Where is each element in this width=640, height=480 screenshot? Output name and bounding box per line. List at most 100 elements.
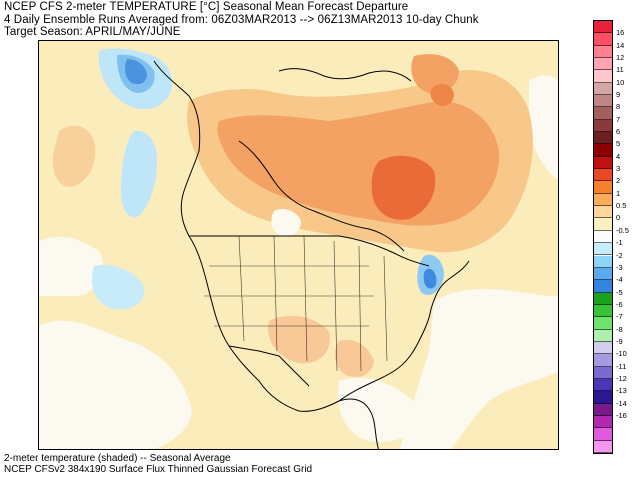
colorbar-swatch xyxy=(594,255,612,268)
colorbar-swatch xyxy=(594,58,612,71)
colorbar-label: 4 xyxy=(616,151,621,161)
map-panel xyxy=(38,40,559,450)
colorbar xyxy=(593,20,613,454)
warm-region-southern-plains xyxy=(268,315,330,364)
colorbar-swatch xyxy=(594,119,612,133)
state-line xyxy=(333,240,338,372)
colorbar-swatch xyxy=(594,230,612,244)
colorbar-label: 2 xyxy=(616,176,621,186)
state-line xyxy=(303,235,308,362)
title-line-2: 4 Daily Ensemble Runs Averaged from: 06Z… xyxy=(4,13,479,26)
colorbar-swatch xyxy=(594,292,612,305)
colorbar-label: 1 xyxy=(616,188,621,198)
near-zero-region-atlantic xyxy=(399,289,558,449)
footer-line-1: 2-meter temperature (shaded) -- Seasonal… xyxy=(4,453,231,464)
state-line xyxy=(273,235,278,352)
colorbar-label: -3 xyxy=(616,262,623,272)
state-line xyxy=(358,245,362,372)
cool-region-alaska-core xyxy=(124,59,147,85)
arctic-islands-coastline xyxy=(278,68,412,82)
colorbar-swatch xyxy=(594,403,612,416)
colorbar-label: -5 xyxy=(616,287,623,297)
near-zero-region-pacific-north xyxy=(39,236,103,296)
near-zero-region-north-atlantic xyxy=(529,75,558,180)
colorbar-label: 6 xyxy=(616,127,621,137)
coastlines xyxy=(153,60,470,449)
state-line xyxy=(383,255,388,362)
hudson-bay-shore xyxy=(238,140,405,252)
colorbar-swatch xyxy=(594,45,612,58)
us-canada-border xyxy=(189,235,430,267)
colorbar-label: -7 xyxy=(616,312,623,322)
footer-line-2: NCEP CFSv2 384x190 Surface Flux Thinned … xyxy=(4,464,313,475)
colorbar-label: 10 xyxy=(616,77,625,87)
colorbar-label: 14 xyxy=(616,40,625,50)
colorbar-swatch xyxy=(594,267,612,281)
colorbar-label: 3 xyxy=(616,164,621,174)
colorbar-label: -6 xyxy=(616,299,623,309)
colorbar-swatch xyxy=(594,156,612,170)
colorbar-label: -9 xyxy=(616,336,623,346)
colorbar-label: 9 xyxy=(616,90,621,100)
us-mexico-border xyxy=(228,345,310,387)
colorbar-label: 0.5 xyxy=(616,201,627,211)
header: NCEP CFS 2-meter TEMPERATURE [°C] Season… xyxy=(4,1,584,39)
warm-region-southeast xyxy=(334,339,374,378)
colorbar-swatch xyxy=(594,169,612,182)
colorbar-label: -10 xyxy=(616,349,627,359)
colorbar-swatch xyxy=(594,243,612,256)
colorbar-label: 5 xyxy=(616,139,621,149)
colorbar-swatch xyxy=(594,415,612,429)
colorbar-swatch xyxy=(594,329,612,342)
colorbar-swatch xyxy=(594,181,612,194)
warm-core-quebec xyxy=(371,155,436,220)
colorbar-labels: 16 14 12 11 10 9 8 7 6 5 4 3 2 1 0.5 0 -0.5 -1 -2 -3 -4 -5 -6 -… xyxy=(615,20,640,454)
colorbar-label: -13 xyxy=(616,386,627,396)
colorbar-label: 8 xyxy=(616,102,621,112)
colorbar-swatch xyxy=(594,280,612,293)
cool-region-nova-scotia-core xyxy=(423,268,437,289)
colorbar-label: -14 xyxy=(616,398,627,408)
colorbar-label: -0.5 xyxy=(616,225,629,235)
colorbar-label: -8 xyxy=(616,324,623,334)
warm-core-greenland xyxy=(430,84,454,107)
colorbar-swatch xyxy=(594,354,612,367)
colorbar-label: 16 xyxy=(616,28,625,38)
colorbar-swatch xyxy=(594,378,612,392)
cool-region-pacific-west-coast xyxy=(91,264,145,310)
colorbar-swatch xyxy=(594,33,612,46)
anomaly-map xyxy=(39,41,558,449)
colorbar-swatch xyxy=(594,366,612,379)
near-zero-region-caribbean xyxy=(338,377,420,442)
colorbar-swatch xyxy=(594,206,612,219)
colorbar-swatch xyxy=(594,440,612,453)
state-line xyxy=(238,235,245,342)
state-boundaries xyxy=(204,235,388,372)
colorbar-label: 11 xyxy=(616,65,624,75)
colorbar-swatch xyxy=(594,341,612,355)
colorbar-label: 7 xyxy=(616,114,621,124)
colorbar-swatch xyxy=(594,304,612,318)
colorbar-swatch xyxy=(594,107,612,120)
cool-region-pacific-northwest-coast xyxy=(121,130,157,218)
colorbar-swatch xyxy=(594,82,612,96)
colorbar-swatch xyxy=(594,95,612,108)
colorbar-label: 12 xyxy=(616,53,625,63)
title-line-3: Target Season: APRIL/MAY/JUNE xyxy=(4,26,181,38)
west-coastline xyxy=(153,60,379,449)
colorbar-label: -1 xyxy=(616,238,623,248)
colorbar-label: -11 xyxy=(616,361,627,371)
colorbar-swatch xyxy=(594,317,612,330)
near-zero-region-pacific xyxy=(39,320,192,449)
warm-region-northwest-pacific xyxy=(52,125,96,187)
colorbar-swatch xyxy=(594,144,612,157)
footer: 2-meter temperature (shaded) -- Seasonal… xyxy=(4,453,584,475)
colorbar-label: 0 xyxy=(616,213,621,223)
title-line-1: NCEP CFS 2-meter TEMPERATURE [°C] Season… xyxy=(4,1,409,13)
colorbar-swatch xyxy=(594,391,612,404)
colorbar-swatch xyxy=(594,218,612,231)
colorbar-label: -12 xyxy=(616,373,627,383)
east-coastline xyxy=(338,260,470,402)
warm-region-greenland xyxy=(411,54,459,94)
colorbar-swatch xyxy=(594,70,612,83)
